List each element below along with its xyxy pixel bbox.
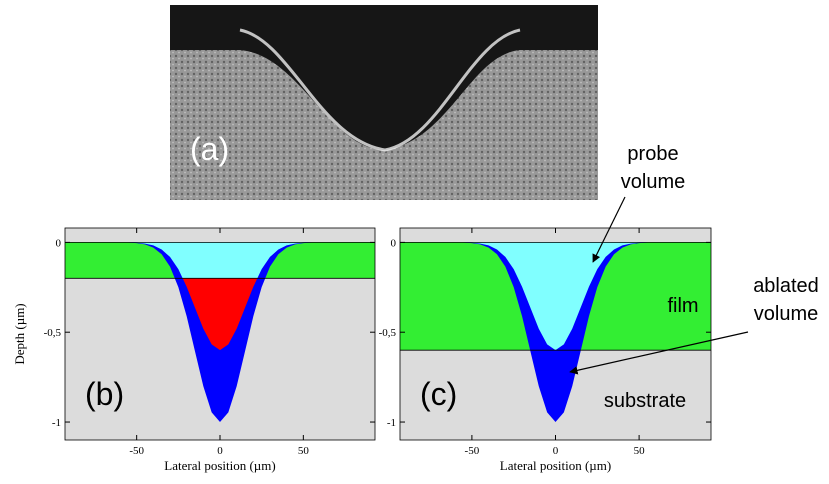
x-tick-label: 50 (298, 445, 310, 457)
x-tick-label: -50 (129, 445, 144, 457)
x-axis-label: Lateral position (µm) (500, 458, 611, 473)
panel-label: (b) (85, 376, 124, 412)
panel-label: (c) (420, 376, 457, 412)
probe-area (405, 242, 706, 351)
x-tick-label: 0 (217, 445, 223, 457)
plot-area (70, 242, 370, 423)
annotation: volume (621, 171, 685, 193)
annotation: film (667, 295, 698, 317)
annotation: substrate (604, 390, 686, 412)
y-tick-label: -1 (52, 417, 61, 429)
sem-image: (a) (170, 5, 598, 200)
y-tick-label: -0,5 (44, 327, 62, 339)
probe-area (70, 242, 370, 279)
chart-panel: -50 0 50 0 -0,5 -1 Lateral position (µm) Depth … (12, 227, 376, 473)
panel-label: (a) (190, 131, 229, 167)
annotation: volume (754, 303, 818, 325)
probe-area-substrate (182, 278, 258, 351)
x-tick-label: 50 (634, 445, 646, 457)
arrow (569, 331, 749, 375)
arrow (592, 196, 626, 263)
y-tick-label: 0 (391, 237, 397, 249)
plot-area (405, 242, 706, 423)
annotation: probe (627, 143, 678, 165)
charts: -50 0 50 0 -0,5 -1 Lateral position (µm) Depth … (12, 143, 819, 473)
y-tick-label: -0,5 (379, 327, 397, 339)
y-tick-label: -1 (387, 417, 396, 429)
annotation: ablated (753, 275, 819, 297)
y-axis-label: Depth (µm) (12, 303, 27, 364)
y-tick-label: 0 (56, 237, 62, 249)
x-tick-label: -50 (465, 445, 480, 457)
x-tick-label: 0 (553, 445, 559, 457)
x-axis-label: Lateral position (µm) (164, 458, 275, 473)
chart-panel: -50 0 50 0 -0,5 -1 Lateral position (µm) (c) pro… (379, 143, 819, 473)
